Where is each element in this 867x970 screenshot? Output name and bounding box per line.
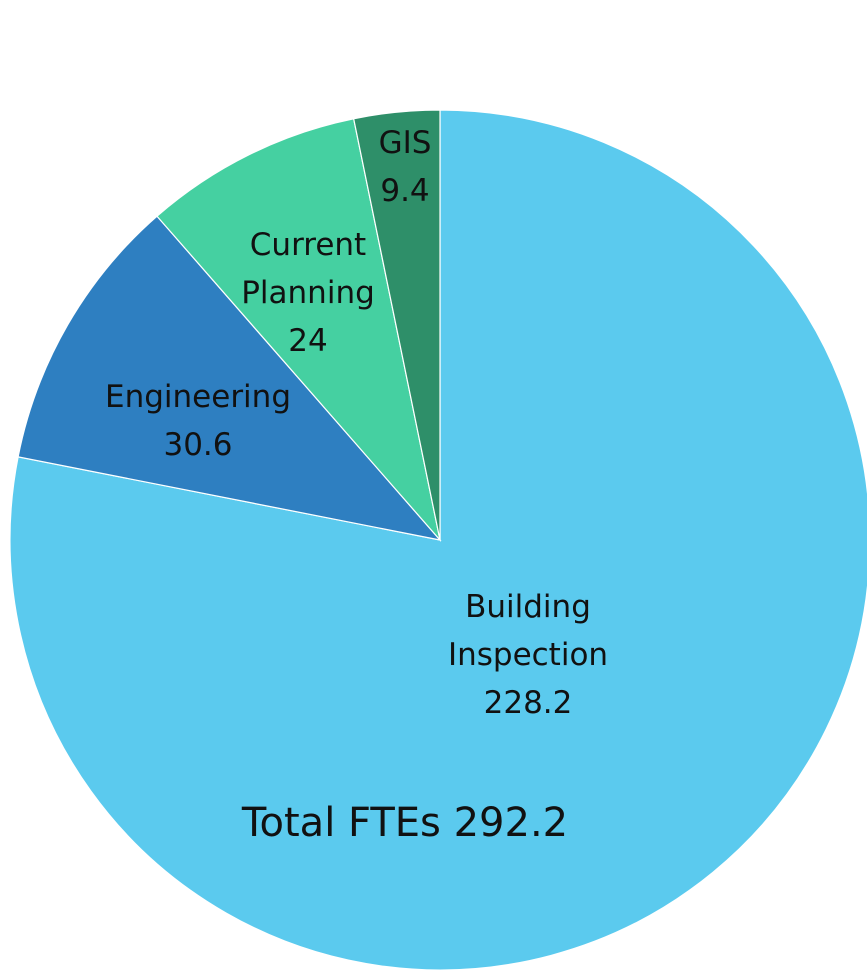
pie-slice (352, 109, 441, 541)
slice-label: Engineering 30.6 (105, 373, 291, 469)
slice-label: Current Planning 24 (241, 221, 375, 365)
slice-label: Building Inspection 228.2 (448, 583, 608, 727)
slice-value: 24 (288, 323, 328, 359)
slice-value: 228.2 (483, 685, 573, 721)
slice-name: Engineering (105, 379, 291, 415)
total-annotation: Total FTEs 292.2 (241, 800, 569, 846)
slice-label: GIS 9.4 (379, 119, 432, 215)
pie-slice (156, 118, 442, 543)
slice-value: 30.6 (163, 427, 233, 463)
slice-name: Building Inspection (447, 589, 609, 673)
pie-slice (17, 215, 442, 541)
slice-name: GIS (378, 125, 432, 161)
slice-value: 9.4 (380, 173, 430, 209)
slice-name: Current Planning (241, 227, 375, 311)
